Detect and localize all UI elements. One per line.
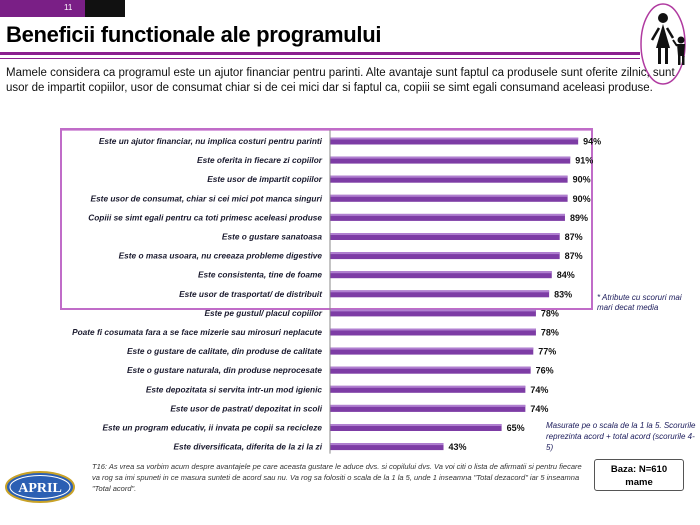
bar [330, 347, 534, 355]
bar-label: Este o gustare naturala, din produse nep… [127, 365, 322, 375]
value-label: 77% [538, 347, 556, 357]
bar-highlight [330, 137, 579, 140]
bar [330, 366, 531, 374]
bar-highlight [330, 194, 568, 197]
april-logo: APRIL [5, 471, 75, 503]
value-label: 91% [575, 156, 593, 166]
bar-label: Este o gustare sanatoasa [222, 232, 322, 242]
value-label: 76% [536, 366, 554, 376]
bar-highlight [330, 252, 560, 255]
page-title: Beneficii functionale ale programului [6, 22, 382, 47]
bar-label: Este un program educativ, ii invata pe c… [103, 423, 323, 433]
bar-label: Este diversificata, diferita de la zi la… [174, 442, 323, 452]
scale-note: Masurate pe o scala de la 1 la 5. Scorur… [546, 421, 696, 452]
base-unit: mame [625, 477, 653, 488]
value-label: 43% [449, 442, 467, 452]
bar [330, 175, 568, 183]
bar-label: Este o masa usoara, nu creeaza probleme … [119, 251, 323, 261]
bar-label: Este oferita in fiecare zi copiilor [197, 155, 323, 165]
value-label: 87% [565, 251, 583, 261]
above-average-box [60, 128, 593, 310]
title-rule-thick [0, 52, 640, 55]
bar [330, 194, 568, 202]
value-label: 90% [573, 175, 591, 185]
value-label: 74% [530, 385, 548, 395]
bar-label: Poate fi cosumata fara a se face mizerie… [72, 327, 322, 337]
value-label: 83% [554, 289, 572, 299]
bar-highlight [330, 443, 444, 446]
value-label: 89% [570, 213, 588, 223]
bar [330, 290, 550, 298]
bar [330, 137, 579, 145]
bar-highlight [330, 385, 526, 388]
bar-highlight [330, 404, 526, 407]
value-label: 78% [541, 308, 559, 318]
intro-text: Mamele considera ca programul este un aj… [6, 67, 675, 94]
bar-label: Este usor de trasportat/ de distribuit [179, 289, 323, 299]
bar [330, 233, 560, 240]
question-footnote: T16: As vrea sa vorbim acum despre avant… [92, 462, 582, 493]
value-label: 90% [573, 194, 591, 204]
bar [330, 443, 444, 451]
bar-highlight [330, 271, 552, 274]
bar [330, 271, 552, 279]
page-number: 11 [64, 3, 73, 12]
bar [330, 252, 560, 260]
bar-label: Este depozitata si servita intr-un mod i… [146, 384, 323, 394]
value-label: 74% [530, 404, 548, 414]
value-label: 65% [507, 423, 525, 433]
top-bar: 11 [0, 0, 125, 17]
top-bar-dark [85, 0, 125, 17]
bar-highlight [330, 156, 571, 159]
bar [330, 424, 502, 431]
bar [330, 328, 536, 336]
april-logo-text: APRIL [18, 481, 62, 496]
bar-highlight [330, 233, 560, 235]
bar-label: Este consistenta, tine de foame [198, 270, 322, 280]
top-bar-accent [0, 0, 85, 17]
mother-child-icon [640, 3, 686, 85]
bar-label: Copiii se simt egali pentru ca toti prim… [88, 212, 322, 222]
bar-label: Este pe gustul/ placul copiilor [204, 308, 322, 318]
bar-highlight [330, 424, 502, 426]
bar [330, 309, 536, 317]
bar-label: Este usor de impartit copiilor [207, 174, 323, 184]
base-box: Baza: N=610 mame [594, 459, 684, 491]
above-average-note: * Atribute cu scoruri mai mari decat med… [597, 293, 682, 312]
bar [330, 213, 565, 221]
bar-label: Este usor de consumat, chiar si cei mici… [91, 193, 323, 203]
bar-highlight [330, 213, 565, 216]
bar-label: Este un ajutor financiar, nu implica cos… [99, 136, 323, 146]
bar-highlight [330, 347, 534, 350]
bar [330, 385, 526, 393]
base-label: Baza: N=610 [610, 464, 668, 475]
bar-highlight [330, 175, 568, 178]
bar-chart: Este un ajutor financiar, nu implica cos… [72, 130, 601, 454]
above-average-box-inner-line [62, 130, 591, 131]
bar-highlight [330, 309, 536, 312]
value-label: 84% [557, 270, 575, 280]
bar-highlight [330, 366, 531, 369]
value-label: 87% [565, 232, 583, 242]
value-label: 78% [541, 328, 559, 338]
bar-highlight [330, 290, 550, 293]
value-label: 94% [583, 137, 601, 147]
title-rule-thin [0, 58, 640, 59]
bar-label: Este o gustare de calitate, din produse … [127, 346, 322, 356]
bar [330, 404, 526, 412]
bar [330, 156, 571, 164]
bar-label: Este usor de pastrat/ depozitat in scoli [170, 403, 322, 413]
bar-highlight [330, 328, 536, 331]
